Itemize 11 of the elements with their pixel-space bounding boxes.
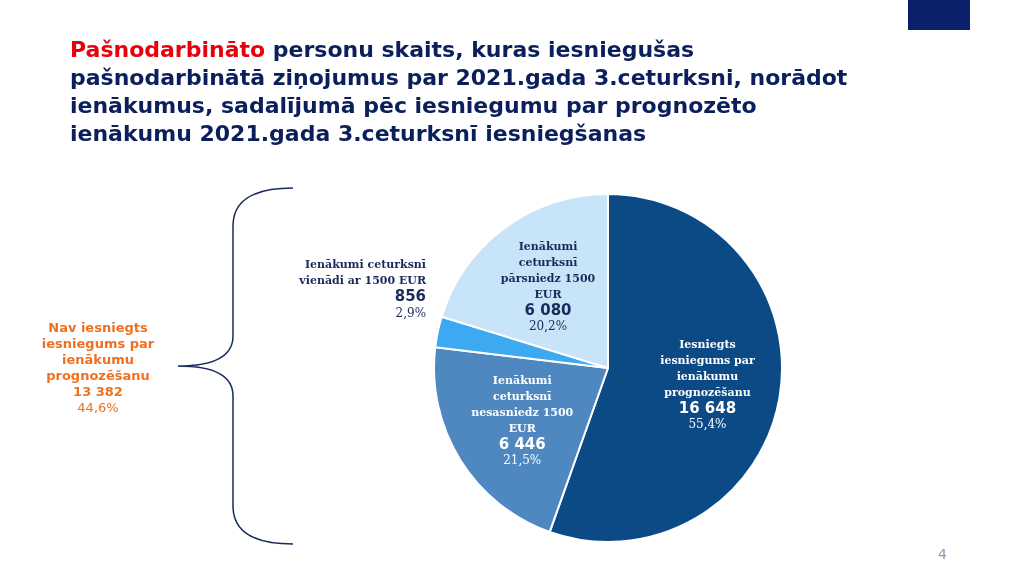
slice-label: Ienākumi ceturksnī pārsniedz 1500 EUR <box>500 239 596 301</box>
chart-title: Pašnodarbināto personu skaits, kuras iesniegušas pašnodarbinātā ziņojumus par 2021.gada 3.ceturksni, norādot ienākumus, sadalījumā pēc iesniegumu par prognozēto ienākumu 2021.gada 3.ceturksnī iesniegšanas <box>70 36 849 148</box>
slice-label: Ienākumi ceturksnī nesasniedz 1500 EUR <box>471 374 574 436</box>
data-label: 6 446 21,5% <box>498 435 546 468</box>
slice-label: Iesniegts iesniegums par ienākumu prognozēšanu <box>660 338 755 400</box>
text: 4 <box>938 546 947 562</box>
slice-label: Ienākumi ceturksnī vienādi ar 1500 EUR <box>298 258 427 288</box>
data-label: 16 648 55,4% <box>678 399 737 432</box>
data-label: 6 080 20,2% <box>524 300 572 333</box>
data-label: 856 2,9% <box>394 287 427 320</box>
text: Nav iesniegts iesniegums par ienākumu prognozēšanu 13 382 44,6% <box>40 320 156 416</box>
